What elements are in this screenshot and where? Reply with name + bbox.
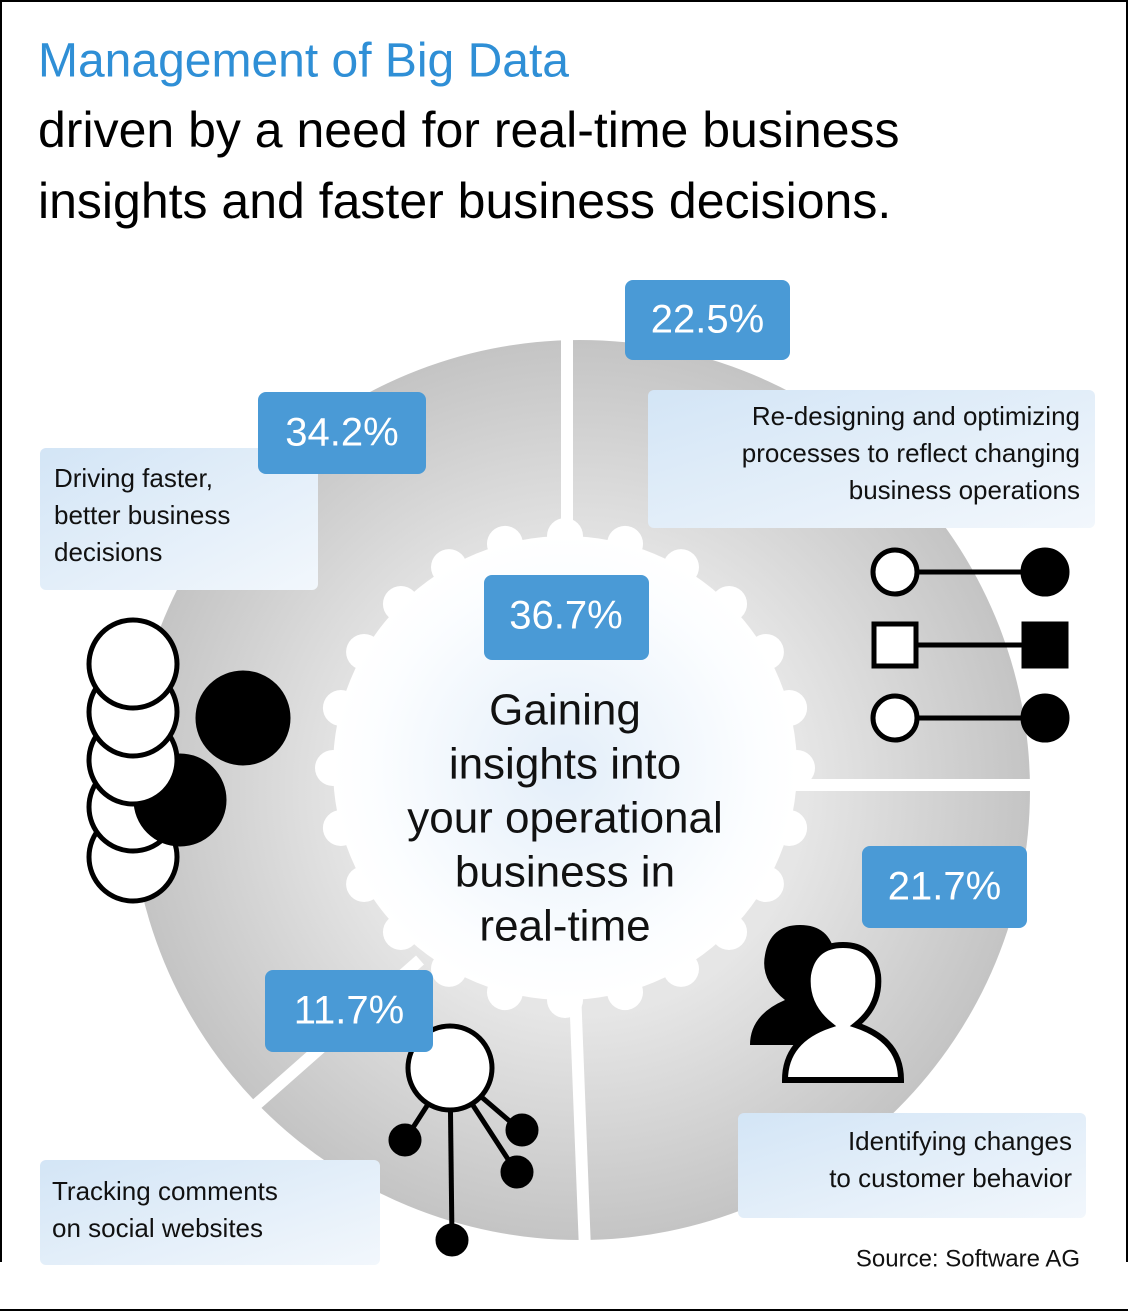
label-line: to customer behavior	[829, 1163, 1072, 1193]
value: 11.7%	[294, 989, 404, 1033]
gear	[315, 518, 815, 1018]
label-line: processes to reflect changing	[742, 438, 1080, 468]
label-line: on social websites	[52, 1213, 263, 1243]
subtitle: insights and faster business decisions.	[38, 173, 891, 229]
center-label: Gaining insights into your operational busi…	[407, 686, 723, 951]
value-badge	[625, 280, 790, 360]
label-line: better business	[54, 500, 230, 530]
source: Source: Software AG	[856, 1245, 1080, 1272]
subtitle: driven by a need for real-time business	[38, 102, 900, 158]
value-badge	[258, 392, 426, 474]
pie-clip	[0, 1262, 1128, 1309]
people-icon	[750, 925, 905, 1083]
center-line: your operational	[407, 794, 723, 843]
label-box	[40, 1160, 380, 1265]
value: 21.7%	[888, 865, 1001, 909]
divider	[569, 989, 591, 1251]
value: 34.2%	[285, 411, 398, 455]
center-line: real-time	[479, 902, 650, 951]
label-line: decisions	[54, 537, 162, 567]
label-line: Driving faster,	[54, 463, 213, 493]
gear-body	[333, 536, 797, 1000]
label-line: Re-designing and optimizing	[752, 401, 1080, 431]
label-line: Tracking comments	[52, 1176, 278, 1206]
center-line: business in	[455, 848, 675, 897]
center-line: insights into	[449, 740, 681, 789]
title: Management of Big Data	[38, 35, 569, 88]
value-badge	[862, 846, 1027, 928]
center-line: Gaining	[489, 686, 641, 735]
value-badge	[484, 575, 649, 660]
label-line: business operations	[849, 475, 1080, 505]
value: 36.7%	[509, 594, 622, 638]
process-icon	[870, 547, 1070, 743]
value-badge	[265, 970, 433, 1052]
decision-icon	[86, 617, 291, 904]
label-box	[40, 448, 318, 590]
label-box	[648, 390, 1095, 528]
items: Re-designing and optimizing processes to …	[40, 280, 1095, 1265]
label-line: Identifying changes	[848, 1126, 1072, 1156]
label-box	[738, 1113, 1086, 1218]
value: 22.5%	[651, 298, 764, 342]
